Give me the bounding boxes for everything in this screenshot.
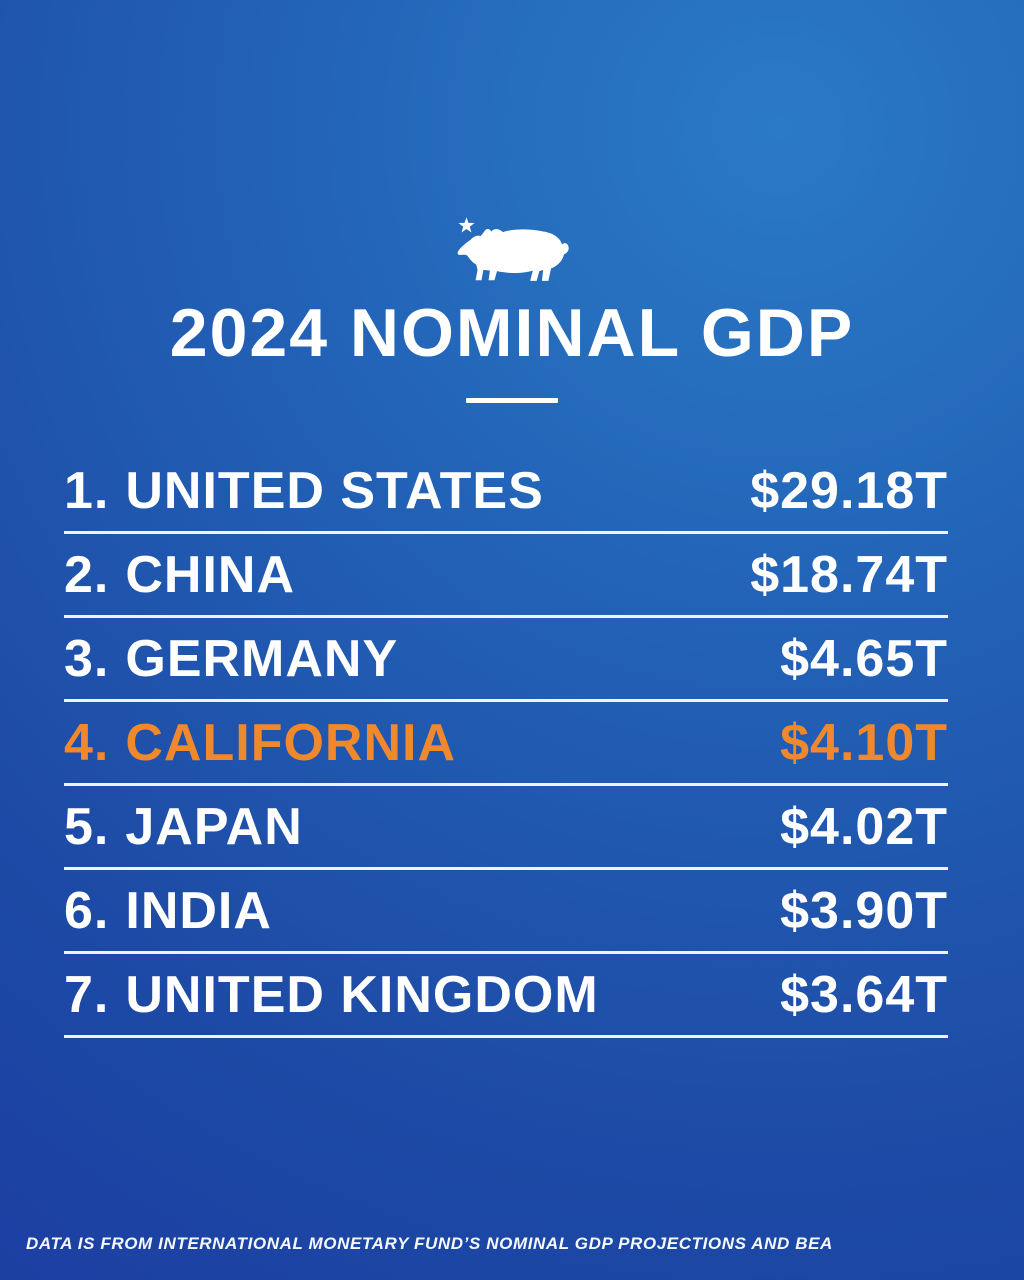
gdp-value: $3.64T [780, 965, 948, 1024]
gdp-value: $4.10T [780, 713, 948, 772]
table-row: 5. JAPAN $4.02T [64, 786, 948, 870]
page-title: 2024 NOMINAL GDP [169, 295, 855, 371]
source-note: DATA IS FROM INTERNATIONAL MONETARY FUND… [26, 1234, 833, 1253]
rank-and-country: 5. JAPAN [64, 797, 303, 857]
country-name: INDIA [125, 881, 272, 940]
rank-and-country: 3. GERMANY [64, 629, 398, 689]
rank-label: 7. [64, 965, 110, 1024]
table-row: 7. UNITED KINGDOM $3.64T [64, 954, 948, 1038]
gdp-value: $4.02T [780, 797, 948, 856]
rank-and-country: 6. INDIA [64, 881, 272, 941]
bear-icon [457, 228, 569, 281]
california-bear-logo [447, 214, 577, 288]
rank-label: 1. [64, 461, 110, 520]
rank-and-country: 4. CALIFORNIA [64, 713, 456, 773]
rank-label: 3. [64, 629, 110, 688]
country-name: CHINA [125, 545, 296, 604]
country-name: JAPAN [125, 797, 303, 856]
table-row: 1. UNITED STATES $29.18T [64, 450, 948, 534]
country-name: UNITED STATES [125, 461, 544, 520]
rank-and-country: 1. UNITED STATES [64, 461, 544, 521]
gdp-value: $4.65T [780, 629, 948, 688]
gdp-table: 1. UNITED STATES $29.18T 2. CHINA $18.74T 3. GE… [64, 450, 948, 1038]
country-name: UNITED KINGDOM [125, 965, 599, 1024]
table-row: 4. CALIFORNIA $4.10T [64, 702, 948, 786]
rank-label: 2. [64, 545, 110, 604]
title-divider [466, 398, 558, 403]
country-name: GERMANY [125, 629, 399, 688]
rank-and-country: 7. UNITED KINGDOM [64, 965, 599, 1025]
rank-label: 6. [64, 881, 110, 940]
star-icon [458, 217, 475, 233]
table-row: 3. GERMANY $4.65T [64, 618, 948, 702]
table-row: 6. INDIA $3.90T [64, 870, 948, 954]
table-row: 2. CHINA $18.74T [64, 534, 948, 618]
country-name: CALIFORNIA [125, 713, 457, 772]
gdp-value: $18.74T [750, 545, 948, 604]
rank-label: 4. [64, 713, 110, 772]
gdp-value: $29.18T [750, 461, 948, 520]
gdp-value: $3.90T [780, 881, 948, 940]
rank-label: 5. [64, 797, 110, 856]
rank-and-country: 2. CHINA [64, 545, 295, 605]
